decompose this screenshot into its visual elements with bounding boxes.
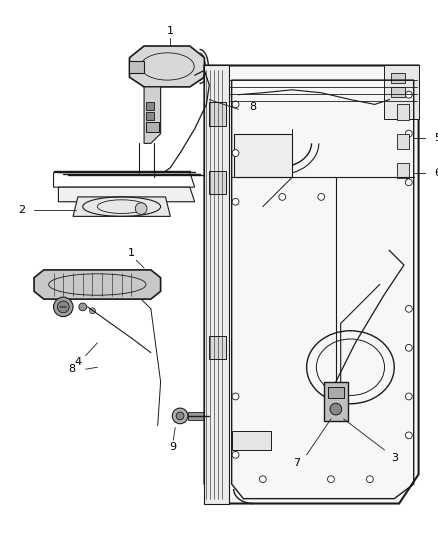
Polygon shape: [146, 122, 159, 132]
Circle shape: [232, 101, 239, 108]
Circle shape: [406, 130, 412, 137]
Polygon shape: [34, 270, 161, 299]
Circle shape: [232, 451, 239, 458]
Polygon shape: [324, 382, 347, 421]
Text: 7: 7: [293, 458, 300, 467]
Text: 1: 1: [128, 248, 135, 259]
Bar: [146, 102, 154, 110]
Circle shape: [406, 91, 412, 98]
Circle shape: [89, 308, 95, 314]
Circle shape: [406, 179, 412, 185]
Bar: [397, 134, 409, 149]
Bar: [397, 104, 409, 120]
Text: 1: 1: [167, 27, 174, 36]
Text: 2: 2: [18, 205, 25, 215]
Circle shape: [259, 476, 266, 482]
Circle shape: [279, 193, 286, 200]
Polygon shape: [144, 87, 161, 143]
Bar: [146, 112, 154, 120]
Bar: [397, 163, 409, 179]
Circle shape: [406, 393, 412, 400]
Circle shape: [79, 303, 87, 311]
Text: 3: 3: [391, 453, 398, 463]
Polygon shape: [205, 66, 419, 504]
Circle shape: [330, 403, 342, 415]
Bar: [391, 73, 405, 83]
Polygon shape: [73, 197, 170, 216]
Polygon shape: [130, 61, 144, 73]
Circle shape: [53, 297, 73, 317]
Bar: [328, 387, 344, 398]
Polygon shape: [130, 46, 205, 87]
Polygon shape: [385, 66, 419, 119]
Circle shape: [57, 301, 69, 313]
Circle shape: [406, 305, 412, 312]
Circle shape: [406, 344, 412, 351]
Bar: [233, 134, 292, 177]
Circle shape: [232, 393, 239, 400]
Circle shape: [232, 150, 239, 157]
Bar: [391, 87, 405, 96]
Text: 5: 5: [434, 133, 438, 143]
Polygon shape: [188, 412, 205, 420]
Polygon shape: [205, 66, 229, 504]
Text: 6: 6: [434, 167, 438, 177]
Text: 8: 8: [250, 102, 257, 112]
Polygon shape: [209, 336, 226, 359]
Circle shape: [232, 198, 239, 205]
Text: 8: 8: [68, 364, 76, 374]
Polygon shape: [58, 187, 194, 202]
Circle shape: [318, 193, 325, 200]
Circle shape: [176, 412, 184, 420]
Circle shape: [406, 432, 412, 439]
Circle shape: [172, 408, 188, 424]
Circle shape: [328, 476, 334, 482]
Text: 4: 4: [74, 358, 81, 367]
Polygon shape: [209, 102, 226, 126]
Text: 9: 9: [170, 442, 177, 452]
Circle shape: [367, 476, 373, 482]
Circle shape: [135, 203, 147, 214]
Bar: [232, 431, 271, 450]
Polygon shape: [209, 171, 226, 194]
